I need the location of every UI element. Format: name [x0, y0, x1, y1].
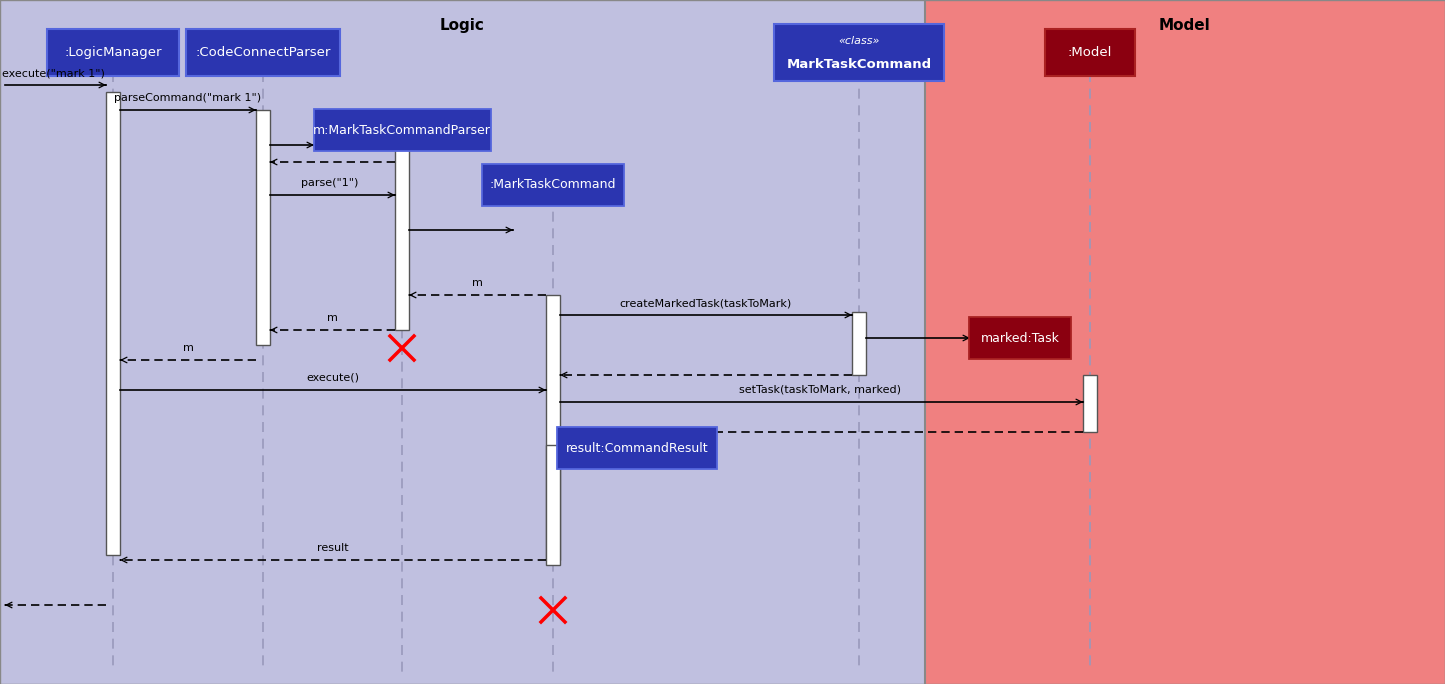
Text: :LogicManager: :LogicManager: [64, 46, 162, 59]
Text: «class»: «class»: [838, 36, 880, 47]
FancyBboxPatch shape: [556, 427, 717, 469]
Text: result: result: [318, 543, 348, 553]
Bar: [394, 145, 409, 330]
Text: m: m: [182, 343, 194, 353]
FancyBboxPatch shape: [48, 29, 179, 76]
Text: m: m: [471, 278, 483, 288]
Bar: [546, 445, 561, 565]
Text: result: result: [610, 447, 640, 457]
Text: execute("mark 1"): execute("mark 1"): [1, 68, 105, 78]
FancyBboxPatch shape: [1045, 29, 1134, 76]
Text: :Model: :Model: [1068, 46, 1113, 59]
Text: :MarkTaskCommand: :MarkTaskCommand: [490, 179, 616, 192]
Text: setTask(taskToMark, marked): setTask(taskToMark, marked): [738, 385, 902, 395]
FancyBboxPatch shape: [314, 109, 490, 151]
FancyBboxPatch shape: [186, 29, 340, 76]
Bar: [925, 0, 1445, 684]
Text: MarkTaskCommand: MarkTaskCommand: [786, 58, 932, 71]
Text: Model: Model: [1159, 18, 1211, 33]
Text: parseCommand("mark 1"): parseCommand("mark 1"): [114, 93, 262, 103]
Text: result:CommandResult: result:CommandResult: [565, 441, 708, 454]
Bar: [853, 312, 866, 375]
Bar: [256, 110, 270, 345]
FancyBboxPatch shape: [483, 164, 624, 206]
Text: m:MarkTaskCommandParser: m:MarkTaskCommandParser: [314, 124, 491, 137]
Bar: [546, 295, 561, 560]
Text: :CodeConnectParser: :CodeConnectParser: [195, 46, 331, 59]
Bar: [105, 92, 120, 555]
FancyBboxPatch shape: [970, 317, 1071, 359]
FancyBboxPatch shape: [775, 24, 944, 81]
Text: parse("1"): parse("1"): [302, 178, 358, 188]
Bar: [689, 430, 704, 464]
Text: Logic: Logic: [439, 18, 484, 33]
Bar: [0, 0, 925, 684]
Text: execute(): execute(): [306, 373, 360, 383]
Bar: [1082, 375, 1097, 432]
Text: createMarkedTask(taskToMark): createMarkedTask(taskToMark): [620, 298, 792, 308]
Text: marked:Task: marked:Task: [981, 332, 1059, 345]
Text: m: m: [327, 313, 338, 323]
